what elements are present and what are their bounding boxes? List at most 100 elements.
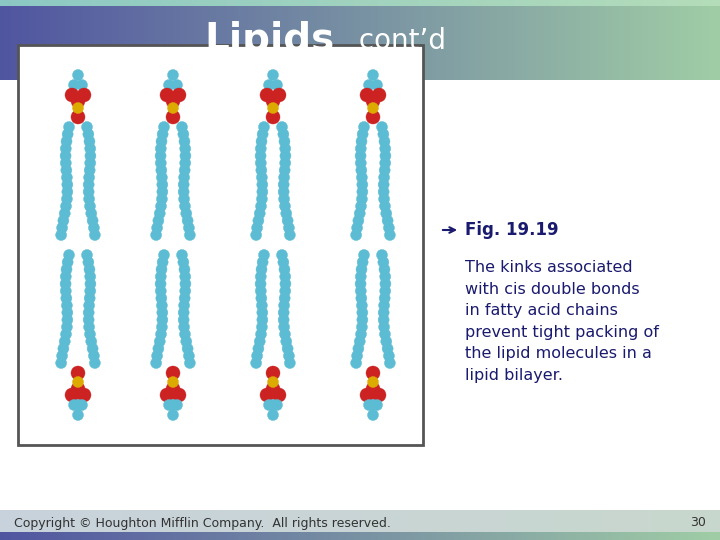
Bar <box>677 0 681 6</box>
Bar <box>356 0 361 6</box>
Bar <box>587 510 591 532</box>
Bar <box>43 6 48 80</box>
Circle shape <box>68 400 79 410</box>
Bar <box>378 532 382 540</box>
Bar <box>346 510 350 532</box>
Circle shape <box>257 186 268 197</box>
Circle shape <box>85 278 96 289</box>
Bar <box>616 510 620 532</box>
Bar <box>695 510 699 532</box>
Circle shape <box>255 278 266 289</box>
Bar <box>184 0 188 6</box>
Circle shape <box>63 249 74 260</box>
Bar <box>115 6 120 80</box>
Bar <box>529 510 534 532</box>
Bar <box>166 0 170 6</box>
Circle shape <box>367 103 379 113</box>
Circle shape <box>268 103 279 113</box>
Bar <box>187 6 192 80</box>
Circle shape <box>276 249 287 260</box>
Circle shape <box>158 122 169 132</box>
Bar <box>68 0 73 6</box>
Bar <box>716 0 720 6</box>
Bar <box>533 6 537 80</box>
Bar <box>529 0 534 6</box>
Bar <box>187 510 192 532</box>
Bar <box>407 0 411 6</box>
Bar <box>558 532 562 540</box>
Bar <box>576 0 580 6</box>
Bar <box>450 6 454 80</box>
Bar <box>702 0 706 6</box>
Bar <box>648 6 652 80</box>
Circle shape <box>379 329 390 340</box>
Circle shape <box>60 286 71 296</box>
Circle shape <box>179 136 190 147</box>
Bar <box>130 532 134 540</box>
Circle shape <box>87 215 98 226</box>
Bar <box>529 532 534 540</box>
Bar <box>414 0 418 6</box>
Circle shape <box>279 321 289 333</box>
Bar <box>234 6 238 80</box>
Circle shape <box>357 186 368 197</box>
Bar <box>259 532 264 540</box>
Circle shape <box>150 230 161 240</box>
Bar <box>590 510 595 532</box>
Bar <box>101 510 105 532</box>
Circle shape <box>266 110 280 124</box>
Circle shape <box>257 179 268 190</box>
Bar <box>511 510 516 532</box>
Bar <box>270 6 274 80</box>
Circle shape <box>251 350 263 361</box>
Bar <box>688 0 692 6</box>
Bar <box>68 532 73 540</box>
Bar <box>324 6 328 80</box>
Bar <box>137 532 141 540</box>
Bar <box>716 6 720 80</box>
Bar <box>403 510 408 532</box>
Bar <box>472 0 476 6</box>
Bar <box>673 532 678 540</box>
Circle shape <box>179 193 189 205</box>
Circle shape <box>384 222 395 233</box>
Circle shape <box>351 222 363 233</box>
Bar <box>497 532 501 540</box>
Bar <box>709 532 714 540</box>
Circle shape <box>268 400 279 410</box>
Circle shape <box>180 143 191 154</box>
Bar <box>612 6 616 80</box>
Bar <box>457 6 462 80</box>
Circle shape <box>156 329 166 340</box>
Bar <box>475 0 480 6</box>
Bar <box>216 0 220 6</box>
Circle shape <box>379 201 390 212</box>
Bar <box>562 6 566 80</box>
Circle shape <box>355 278 366 289</box>
Circle shape <box>356 172 367 183</box>
Circle shape <box>180 150 191 161</box>
Circle shape <box>356 264 367 275</box>
Bar <box>241 0 246 6</box>
Bar <box>641 532 645 540</box>
Bar <box>263 532 267 540</box>
Bar <box>688 510 692 532</box>
Circle shape <box>89 357 100 368</box>
Circle shape <box>184 230 195 240</box>
Bar <box>691 6 696 80</box>
Bar <box>666 510 670 532</box>
Bar <box>403 6 408 80</box>
Bar <box>36 6 40 80</box>
Bar <box>11 6 15 80</box>
Bar <box>331 532 336 540</box>
Bar <box>472 510 476 532</box>
Bar <box>29 510 33 532</box>
Circle shape <box>84 136 95 147</box>
Circle shape <box>156 264 167 275</box>
Bar <box>310 510 314 532</box>
Bar <box>29 532 33 540</box>
Bar <box>464 0 469 6</box>
Bar <box>122 6 127 80</box>
Bar <box>497 510 501 532</box>
Bar <box>151 6 156 80</box>
